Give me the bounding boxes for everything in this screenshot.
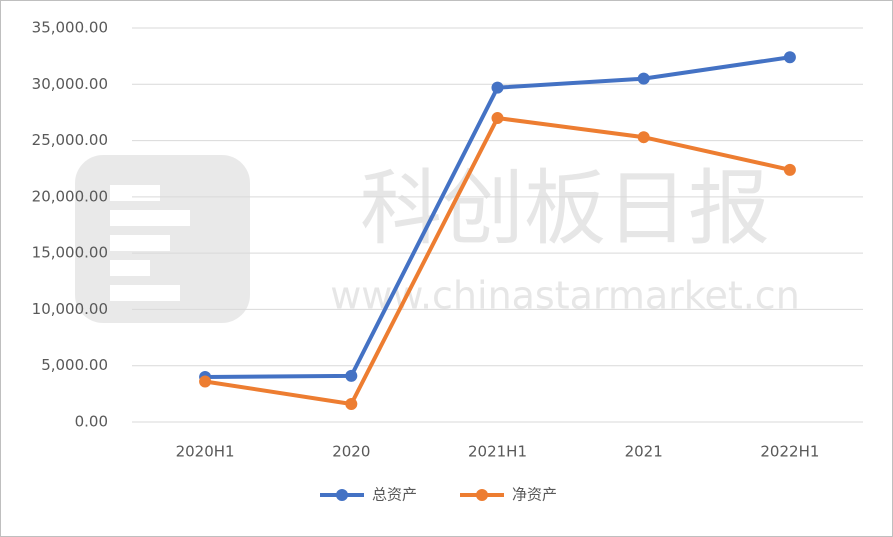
legend-label: 总资产 xyxy=(372,486,417,504)
y-tick-label: 35,000.00 xyxy=(32,19,108,37)
y-tick-label: 20,000.00 xyxy=(32,187,108,205)
legend-marker xyxy=(476,489,488,501)
watermark-logo xyxy=(75,155,250,323)
y-tick-label: 10,000.00 xyxy=(32,300,108,318)
point xyxy=(491,81,504,94)
x-tick-label: 2021 xyxy=(625,443,663,461)
x-tick-label: 2020 xyxy=(332,443,370,461)
point xyxy=(345,397,358,410)
point xyxy=(345,369,358,382)
x-tick-label: 2020H1 xyxy=(176,443,235,461)
y-tick-label: 15,000.00 xyxy=(32,244,108,262)
y-tick-label: 0.00 xyxy=(75,413,108,431)
watermark-title: 科创板日报 xyxy=(360,162,770,257)
point xyxy=(783,163,796,176)
point xyxy=(637,72,650,85)
legend-label: 净资产 xyxy=(512,486,557,504)
x-tick-label: 2022H1 xyxy=(760,443,819,461)
point xyxy=(783,51,796,64)
point xyxy=(199,375,212,388)
point xyxy=(491,112,504,125)
legend-marker xyxy=(336,489,348,501)
x-tick-label: 2021H1 xyxy=(468,443,527,461)
y-tick-label: 25,000.00 xyxy=(32,131,108,149)
y-tick-label: 5,000.00 xyxy=(41,356,108,374)
y-tick-label: 30,000.00 xyxy=(32,75,108,93)
point xyxy=(637,131,650,144)
